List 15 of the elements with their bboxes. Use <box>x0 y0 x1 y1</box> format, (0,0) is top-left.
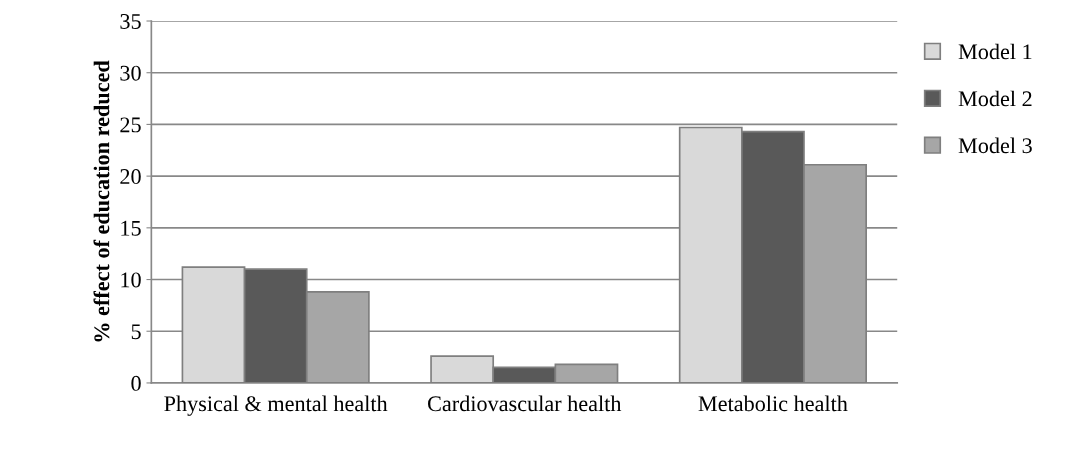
legend-label: Model 2 <box>958 90 1032 107</box>
x-tick-label: Physical & mental health <box>164 395 388 416</box>
legend-label: Model 3 <box>958 137 1032 154</box>
y-tick-label: 15 <box>121 220 141 236</box>
x-tick-label: Cardiovascular health <box>428 395 622 412</box>
y-tick-label: 5 <box>131 324 141 340</box>
y-tick-label: 35 <box>120 14 141 29</box>
y-axis-title: % effect of education reduced <box>93 60 110 342</box>
legend-label: Model 1 <box>958 43 1032 60</box>
y-tick-label: 25 <box>120 117 141 133</box>
y-tick-label: 10 <box>121 272 141 288</box>
y-tick-label: 30 <box>120 65 141 81</box>
x-tick-label: Metabolic health <box>698 395 848 412</box>
y-tick-label: 20 <box>120 169 141 185</box>
y-tick-label: 0 <box>131 375 141 391</box>
